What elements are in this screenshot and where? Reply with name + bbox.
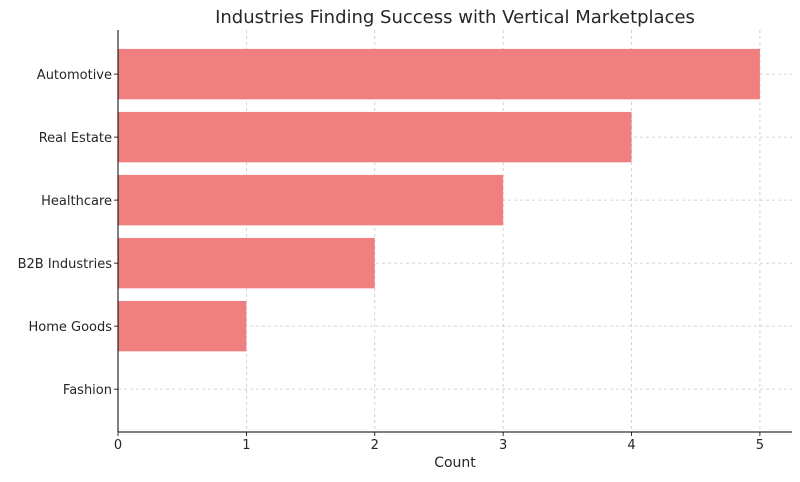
x-tick-label: 0 xyxy=(114,438,122,453)
y-tick-label: Automotive xyxy=(37,68,112,83)
bar-real-estate xyxy=(118,111,632,163)
bar-automotive xyxy=(118,48,760,100)
x-tick-label: 1 xyxy=(242,438,250,453)
bar-healthcare xyxy=(118,174,504,226)
x-tick-label: 4 xyxy=(627,438,635,453)
bars xyxy=(118,48,760,352)
axes xyxy=(117,30,792,433)
y-tick-label: Healthcare xyxy=(41,194,112,209)
y-tick-label: B2B Industries xyxy=(18,257,113,272)
x-tick-label: 3 xyxy=(499,438,507,453)
bar-home-goods xyxy=(118,300,247,352)
chart-title: Industries Finding Success with Vertical… xyxy=(215,7,695,28)
x-tick-label: 5 xyxy=(756,438,764,453)
bar-b2b-industries xyxy=(118,237,375,289)
y-tick-label: Fashion xyxy=(63,383,112,398)
ticks: 0 1 2 3 4 5 Fashion Home Goods B2B Industries Hea… xyxy=(18,68,764,453)
y-tick-label: Real Estate xyxy=(39,131,112,146)
x-axis-label: Count xyxy=(434,455,476,471)
y-tick-label: Home Goods xyxy=(28,320,112,335)
x-tick-label: 2 xyxy=(371,438,379,453)
